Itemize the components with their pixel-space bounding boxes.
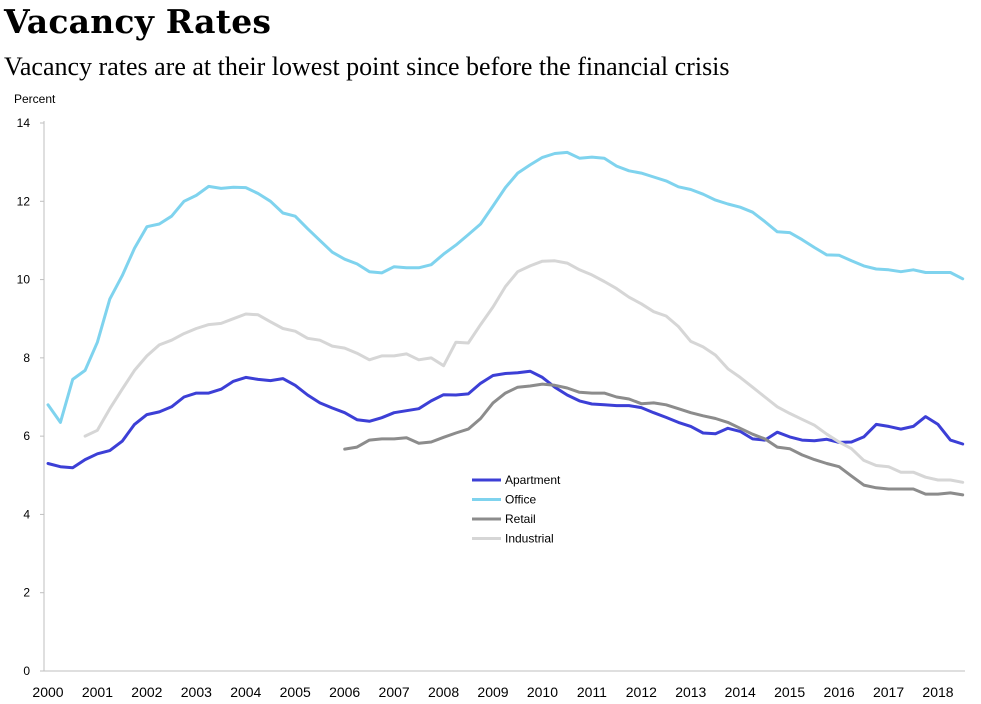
x-tick-label: 2017 [873,684,904,700]
x-tick-label: 2014 [725,684,756,700]
y-tick-label: 14 [17,116,31,130]
series-line-retail [343,382,965,497]
legend: Apartment Office Retail Industrial [472,473,561,546]
x-tick-label: 2003 [181,684,212,700]
y-tick-label: 2 [23,586,30,600]
legend-label-industrial: Industrial [505,532,554,546]
x-tick-label: 2009 [477,684,508,700]
x-tick-label: 2000 [32,684,63,700]
x-tick-label: 2006 [329,684,360,700]
x-tick-label: 2007 [379,684,410,700]
y-tick-label: 6 [23,429,30,443]
series-line-office [46,150,965,424]
y-axis-unit-label: Percent [14,92,56,106]
x-tick-label: 2011 [577,684,607,700]
x-tick-label: 2008 [428,684,459,700]
series-line-industrial [83,259,965,484]
y-tick-label: 4 [23,507,30,521]
x-tick-label: 2004 [230,684,261,700]
legend-label-retail: Retail [505,512,536,526]
x-tick-label: 2013 [675,684,706,700]
x-tick-label: 2012 [626,684,657,700]
x-tick-label: 2010 [527,684,558,700]
y-tick-labels: 0 2 4 6 8 10 12 14 [17,116,44,678]
chart-subtitle: Vacancy rates are at their lowest point … [4,52,730,81]
legend-label-office: Office [505,493,536,507]
x-tick-label: 2001 [82,684,113,700]
series-lines [46,150,965,497]
x-tick-labels: 2000 2001 2002 2003 2004 2005 2006 2007 2008 2009… [32,684,953,700]
x-tick-label: 2015 [774,684,805,700]
legend-label-apartment: Apartment [505,473,561,487]
x-tick-label: 2016 [824,684,855,700]
x-tick-label: 2002 [131,684,162,700]
y-tick-label: 0 [23,664,30,678]
y-tick-label: 8 [23,351,30,365]
chart-title: Vacancy Rates [4,2,272,41]
x-tick-label: 2018 [922,684,953,700]
y-tick-label: 12 [17,194,31,208]
x-tick-label: 2005 [280,684,311,700]
y-tick-label: 10 [17,273,31,287]
series-line-apartment [46,369,965,470]
chart-axes [43,121,965,672]
